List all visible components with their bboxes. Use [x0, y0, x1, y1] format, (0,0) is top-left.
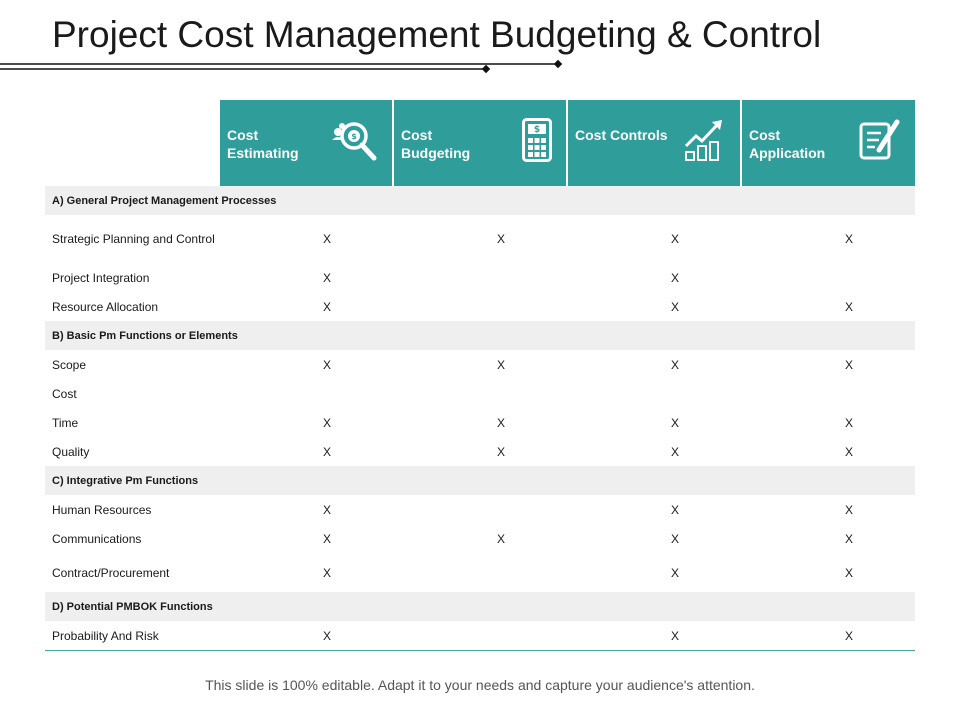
money-search-icon: $ — [332, 122, 377, 161]
mark-cell: X — [844, 531, 853, 546]
mark-cell: X — [670, 357, 679, 372]
table-row: Time X X X X — [45, 408, 915, 437]
mark-cell — [393, 292, 567, 321]
table-row: Probability And Risk X X X — [45, 621, 915, 651]
section-label: C) Integrative Pm Functions — [45, 466, 915, 495]
mark-cell: X — [496, 444, 505, 459]
mark-cell: X — [670, 502, 679, 517]
mark-cell — [567, 379, 741, 408]
mark-cell: X — [670, 444, 679, 459]
growth-chart-icon — [684, 120, 722, 161]
mark-cell: X — [670, 415, 679, 430]
mark-cell: X — [670, 270, 679, 285]
section-label: D) Potential PMBOK Functions — [45, 592, 915, 621]
mark-cell: X — [496, 415, 505, 430]
column-header-label: Cost Estimating — [227, 127, 299, 161]
mark-cell: X — [496, 357, 505, 372]
table-row: Resource Allocation X X X — [45, 292, 915, 321]
mark-cell: X — [844, 299, 853, 314]
section-label: A) General Project Management Processes — [45, 186, 915, 215]
mark-cell: X — [670, 565, 679, 580]
mark-cell: X — [322, 502, 331, 517]
mark-cell: X — [844, 357, 853, 372]
row-label: Project Integration — [52, 270, 150, 285]
column-header-label: Cost Application — [749, 127, 826, 161]
column-header-cost-controls: Cost Controls — [566, 100, 741, 186]
mark-cell: X — [322, 299, 331, 314]
header-corner — [45, 100, 219, 186]
column-header-cost-application: Cost Application — [740, 100, 915, 186]
table-row: Human Resources X X X — [45, 495, 915, 524]
mark-cell — [741, 263, 915, 292]
section-header-row: B) Basic Pm Functions or Elements — [45, 321, 915, 350]
mark-cell: X — [844, 502, 853, 517]
section-header-row: D) Potential PMBOK Functions — [45, 592, 915, 621]
row-label: Contract/Procurement — [52, 565, 170, 580]
column-header-cost-estimating: Cost Estimating $ — [218, 100, 393, 186]
row-label: Communications — [52, 531, 142, 546]
footer-note: This slide is 100% editable. Adapt it to… — [205, 677, 755, 693]
svg-text:$: $ — [534, 125, 540, 135]
mark-cell — [219, 379, 393, 408]
mark-cell: X — [844, 565, 853, 580]
mark-cell: X — [567, 621, 741, 651]
row-label: Probability And Risk — [45, 621, 219, 651]
mark-cell: X — [322, 415, 331, 430]
table-row: Cost — [45, 379, 915, 408]
row-label: Human Resources — [52, 502, 152, 517]
section-header-row: C) Integrative Pm Functions — [45, 466, 915, 495]
mark-cell — [393, 621, 567, 651]
mark-cell: X — [322, 444, 331, 459]
mark-cell — [393, 379, 567, 408]
mark-cell — [393, 495, 567, 524]
svg-text:$: $ — [351, 132, 357, 141]
mark-cell — [393, 263, 567, 292]
mark-cell: X — [322, 357, 331, 372]
mark-cell: X — [844, 232, 853, 246]
row-label: Quality — [52, 444, 90, 459]
table-row: Contract/Procurement X X X — [45, 553, 915, 592]
cost-management-matrix: Cost Estimating $ Cost Budgeting $ — [45, 100, 915, 651]
mark-cell: X — [322, 232, 331, 246]
mark-cell: X — [670, 232, 679, 246]
mark-cell: X — [670, 531, 679, 546]
table-row: Scope X X X X — [45, 350, 915, 379]
document-edit-icon — [859, 119, 900, 160]
mark-cell: X — [844, 444, 853, 459]
mark-cell: X — [496, 531, 505, 546]
column-header-label: Cost Budgeting — [401, 127, 471, 161]
mark-cell: X — [844, 415, 853, 430]
row-label: Scope — [52, 357, 87, 372]
title-underline — [0, 59, 563, 74]
table-row: Project Integration X X — [45, 263, 915, 292]
table-row: Quality X X X X — [45, 437, 915, 466]
header-row: Cost Estimating $ Cost Budgeting $ — [45, 100, 915, 186]
mark-cell: X — [496, 232, 505, 246]
mark-cell: X — [322, 565, 331, 580]
table-row: Communications X X X X — [45, 524, 915, 553]
mark-cell: X — [670, 299, 679, 314]
row-label: Resource Allocation — [52, 299, 159, 314]
row-label: Cost — [52, 386, 77, 401]
row-label: Strategic Planning and Control — [52, 232, 215, 246]
mark-cell: X — [741, 621, 915, 651]
mark-cell — [393, 553, 567, 592]
table-row: Strategic Planning and Control X X X X — [45, 215, 915, 263]
mark-cell: X — [322, 270, 331, 285]
mark-cell — [741, 379, 915, 408]
slide-title: Project Cost Management Budgeting & Cont… — [52, 14, 822, 55]
row-label: Time — [52, 415, 79, 430]
calculator-icon: $ — [522, 118, 552, 162]
section-header-row: A) General Project Management Processes — [45, 186, 915, 215]
mark-cell: X — [322, 531, 331, 546]
column-header-cost-budgeting: Cost Budgeting $ — [392, 100, 567, 186]
mark-cell: X — [219, 621, 393, 651]
column-header-label: Cost Controls — [575, 127, 668, 143]
section-label: B) Basic Pm Functions or Elements — [45, 321, 915, 350]
